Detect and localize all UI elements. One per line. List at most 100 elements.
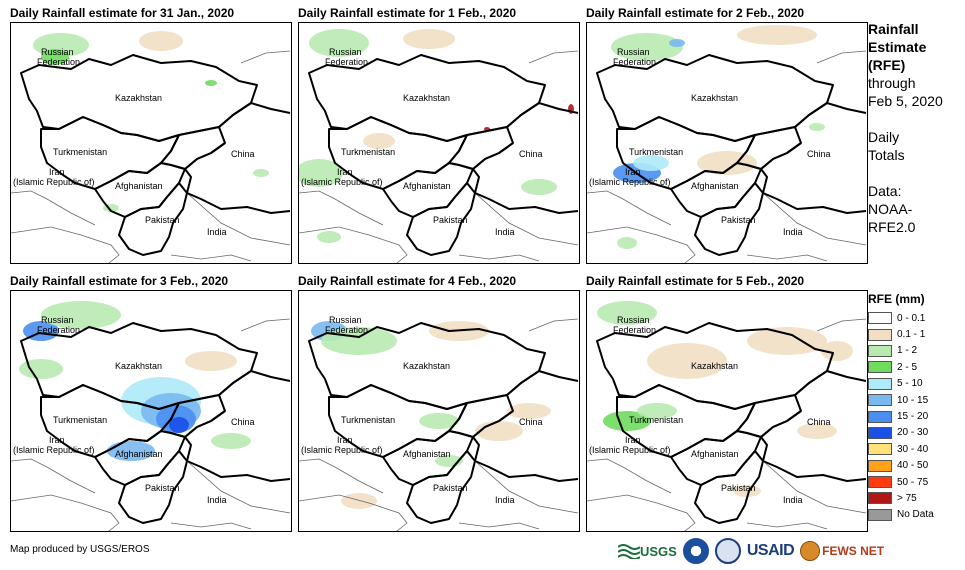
country-label-india: India: [207, 495, 227, 505]
country-label-kazakhstan: Kazakhstan: [691, 361, 738, 371]
rainfall-area: [253, 169, 269, 177]
usaid-logo: USAID: [746, 542, 795, 559]
legend-label: 20 - 30: [897, 427, 929, 439]
secondary-border: [746, 522, 828, 530]
country-label-afghanistan: Afghanistan: [403, 181, 451, 191]
secondary-border: [11, 494, 120, 531]
country-label-afghanistan: Afghanistan: [403, 449, 451, 459]
country-border: [184, 370, 291, 482]
rainfall-area: [41, 49, 69, 65]
partner-logos: USGS USAID FEWS NET: [618, 537, 884, 565]
country-border: [118, 450, 188, 524]
country-label-pakistan: Pakistan: [145, 483, 180, 493]
legend-swatch: [868, 377, 892, 390]
legend-label: No Data: [897, 509, 934, 521]
rainfall-area: [611, 33, 683, 61]
noaa-seal-icon: [682, 538, 709, 564]
secondary-border: [474, 192, 579, 246]
secondary-border: [528, 318, 579, 332]
legend-item: 30 - 40: [868, 441, 963, 457]
legend-item: 5 - 10: [868, 376, 963, 392]
country-label-china: China: [807, 417, 831, 427]
rainfall-area: [597, 301, 657, 325]
country-border: [472, 102, 579, 214]
legend-label: 2 - 5: [897, 361, 918, 373]
secondary-border: [186, 192, 291, 246]
country-label-russia-line1: Russian: [329, 315, 362, 325]
country-label-iran-line2: (Islamic Republic of): [589, 177, 671, 187]
usgs-wave-icon: [618, 544, 640, 559]
country-label-turkmenistan: Turkmenistan: [629, 147, 683, 157]
rainfall-area: [617, 237, 637, 249]
fewsnet-wordmark: FEWS NET: [822, 544, 885, 558]
legend-swatch: [868, 426, 892, 439]
country-label-iran-line1: Iran: [337, 167, 353, 177]
legend-swatch: [868, 394, 892, 407]
rfe-legend: RFE (mm) 0 - 0.1 0.1 - 1 1 - 2 2 - 5 5 - 10 1…: [868, 292, 963, 523]
rainfall-area: [507, 403, 551, 419]
secondary-border: [762, 460, 867, 514]
panel-title: Daily Rainfall estimate for 2 Feb., 2020: [586, 6, 805, 20]
country-label-turkmenistan: Turkmenistan: [53, 415, 107, 425]
country-border: [118, 182, 188, 256]
country-label-russia-line1: Russian: [617, 315, 650, 325]
country-label-iran-line2: (Islamic Republic of): [13, 177, 95, 187]
rainfall-area: [19, 359, 63, 379]
country-label-india: India: [783, 227, 803, 237]
info-data-line1: Data:: [868, 183, 902, 199]
info-totals-line2: Totals: [868, 147, 905, 163]
secondary-border: [816, 50, 867, 64]
legend-swatch: [868, 492, 892, 505]
map-info: Rainfall Estimate (RFE) through Feb 5, 2…: [868, 20, 963, 236]
legend-label: 0.1 - 1: [897, 329, 926, 341]
rainfall-area: [341, 493, 377, 509]
rainfall-area: [821, 341, 853, 361]
rainfall-area: [107, 441, 155, 461]
fewsnet-logo: FEWS NET: [800, 541, 884, 561]
secondary-border: [299, 190, 384, 226]
country-label-china: China: [807, 149, 831, 159]
info-data-line2: NOAA-: [868, 201, 913, 217]
legend-label: 50 - 75: [897, 476, 929, 488]
secondary-border: [587, 190, 672, 226]
info-title-line3: (RFE): [868, 57, 906, 73]
country-label-turkmenistan: Turkmenistan: [341, 415, 395, 425]
secondary-border: [746, 254, 828, 262]
country-label-afghanistan: Afghanistan: [691, 181, 739, 191]
country-label-russia-line1: Russian: [617, 47, 650, 57]
country-label-kazakhstan: Kazakhstan: [403, 361, 450, 371]
country-border: [184, 102, 291, 214]
legend-item: 0 - 0.1: [868, 310, 963, 326]
country-label-iran-line1: Iran: [625, 167, 641, 177]
legend-title: RFE (mm): [868, 292, 925, 306]
country-border: [760, 102, 867, 214]
country-label-russia-line2: Federation: [613, 325, 656, 335]
map-frame: Russian Federation Kazakhstan Turkmenistan I…: [586, 22, 868, 264]
country-label-afghanistan: Afghanistan: [691, 449, 739, 459]
rainfall-area: [419, 413, 459, 429]
legend-item: 50 - 75: [868, 474, 963, 490]
map-frame: Russian Federation Kazakhstan Turkmenistan I…: [10, 290, 292, 532]
info-data-line3: RFE2.0: [868, 219, 916, 235]
panel-title: Daily Rainfall estimate for 5 Feb., 2020: [586, 274, 805, 288]
usgs-logo: USGS: [618, 543, 677, 559]
country-label-iran-line2: (Islamic Republic of): [13, 445, 95, 455]
country-label-pakistan: Pakistan: [721, 215, 756, 225]
map-frame: Russian Federation Kazakhstan Turkmenistan I…: [586, 290, 868, 532]
country-label-russia-line2: Federation: [325, 325, 368, 335]
legend-item: No Data: [868, 507, 963, 523]
secondary-border: [240, 50, 291, 64]
panel-title: Daily Rainfall estimate for 31 Jan., 202…: [10, 6, 235, 20]
legend-item: 2 - 5: [868, 359, 963, 375]
legend-label: 0 - 0.1: [897, 312, 926, 324]
country-label-russia-line1: Russian: [41, 315, 74, 325]
legend-swatch: [868, 361, 892, 374]
rainfall-area: [185, 351, 237, 371]
country-label-turkmenistan: Turkmenistan: [53, 147, 107, 157]
rainfall-area: [633, 155, 669, 171]
rainfall-area: [299, 159, 343, 187]
